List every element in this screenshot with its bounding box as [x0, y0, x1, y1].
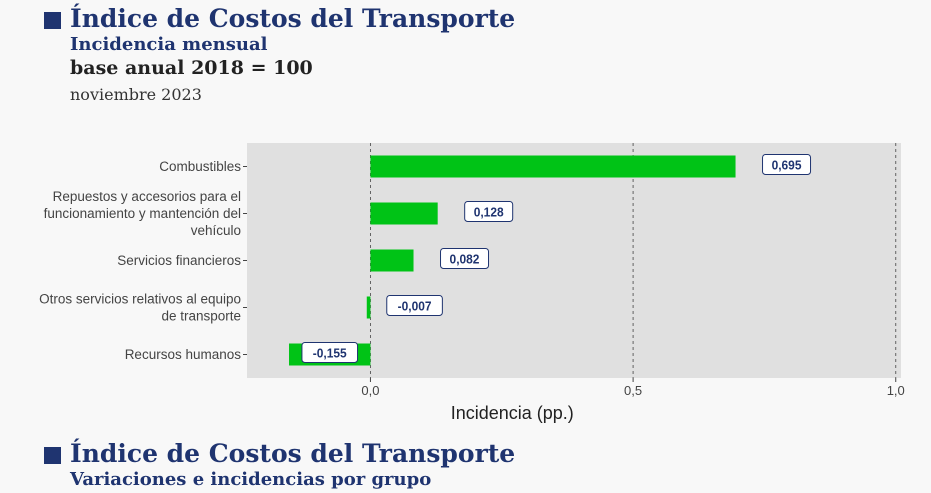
category-label: Repuestos y accesorios para el [53, 189, 241, 204]
bar [370, 202, 438, 225]
x-tick-label: 0,5 [624, 383, 642, 398]
category-label: Combustibles [159, 159, 241, 174]
value-label: 0,082 [450, 252, 480, 267]
bar [370, 155, 736, 178]
title-bullet-icon [44, 12, 61, 29]
category-label: funcionamiento y mantención del [44, 206, 241, 221]
category-label: Recursos humanos [125, 347, 242, 362]
period-label: noviembre 2023 [70, 85, 202, 104]
value-label-box [301, 342, 359, 363]
page-title: Índice de Costos del Transporte [70, 4, 516, 33]
x-axis-title: Incidencia (pp.) [451, 403, 574, 423]
value-label-box [386, 295, 443, 316]
bar [366, 296, 371, 319]
value-label: -0,007 [398, 299, 432, 314]
value-label: 0,128 [474, 205, 504, 220]
bar [370, 249, 414, 272]
section-subtitle: Variaciones e incidencias por grupo [70, 469, 432, 490]
value-label-box [762, 154, 812, 175]
category-label: vehículo [191, 223, 241, 238]
plot-panel [247, 143, 901, 378]
category-label: Servicios financieros [117, 253, 241, 268]
category-label: Otros servicios relativos al equipo [39, 292, 241, 307]
value-label-box [464, 201, 514, 222]
value-label: 0,695 [772, 158, 802, 173]
x-tick-label: 0,0 [361, 383, 379, 398]
value-label-box [440, 248, 490, 269]
x-tick-label: 1,0 [887, 383, 905, 398]
value-label: -0,155 [313, 346, 347, 361]
section-title: Índice de Costos del Transporte [70, 439, 516, 468]
category-label: de transporte [161, 309, 241, 324]
page-subtitle: Incidencia mensual [70, 34, 268, 55]
title-bullet-icon [44, 447, 61, 464]
base-year-label: base anual 2018 = 100 [70, 57, 313, 79]
